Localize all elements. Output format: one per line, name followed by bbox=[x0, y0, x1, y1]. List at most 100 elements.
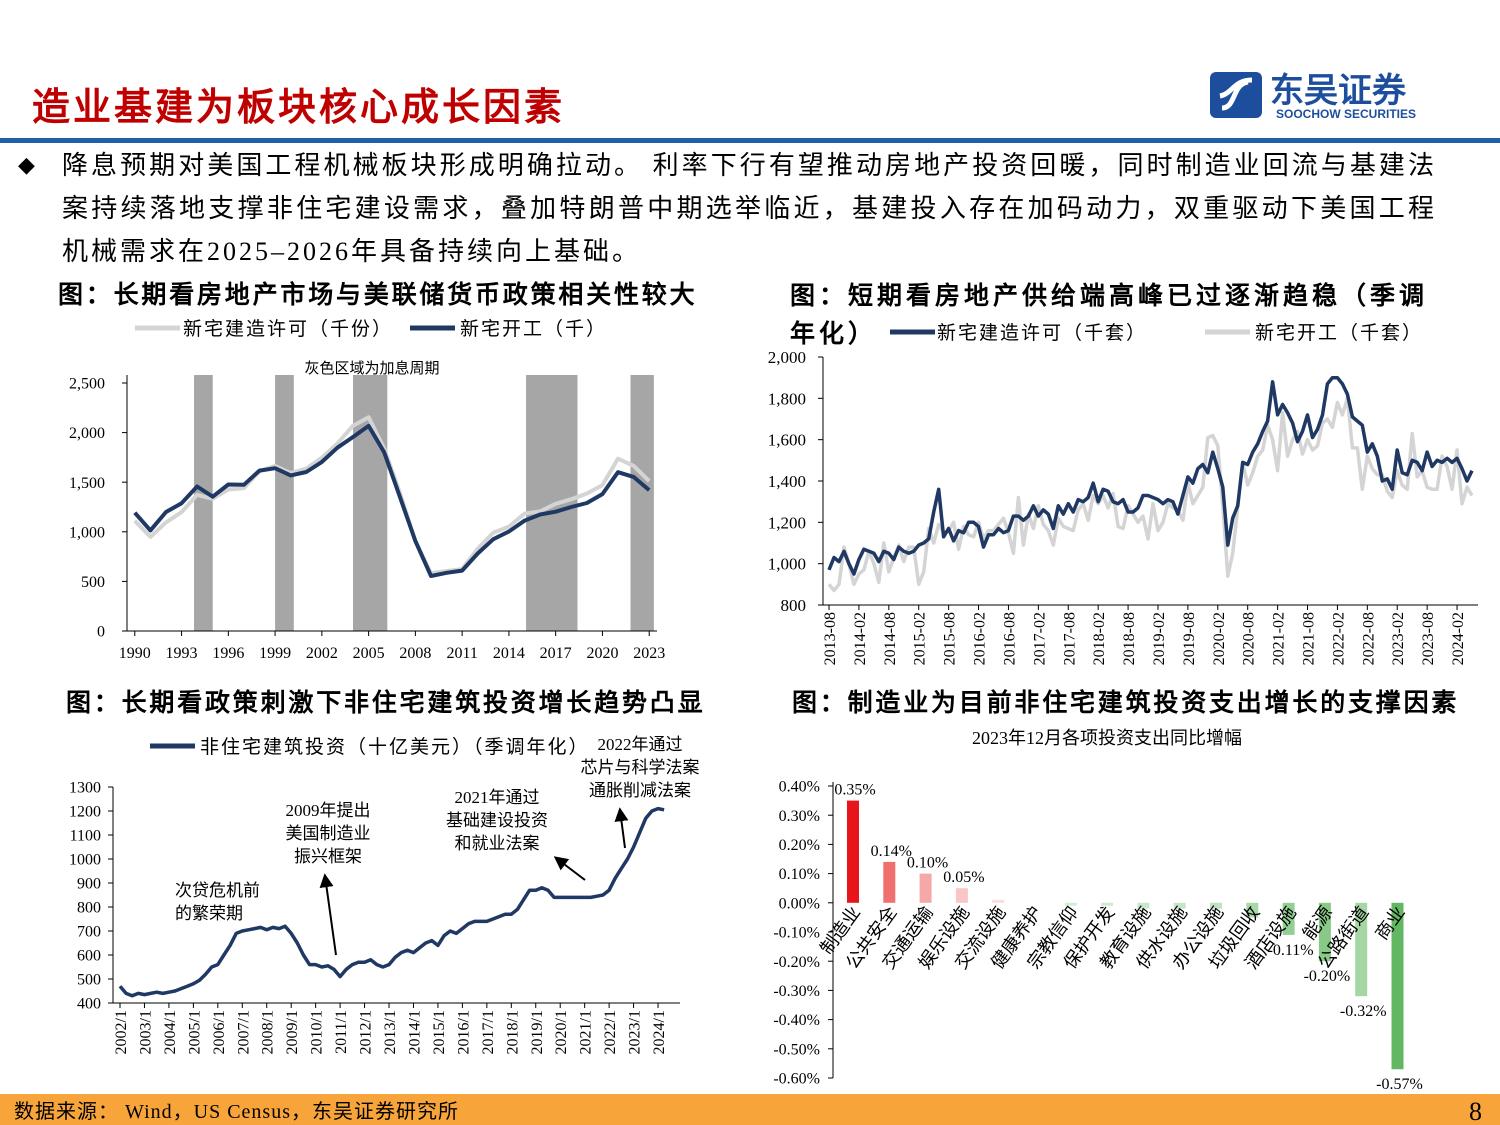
x-tick-label: 2013-08 bbox=[822, 612, 839, 665]
footer-bar bbox=[0, 1094, 1500, 1125]
chart-title: 图：制造业为目前非住宅建筑投资支出增长的支撑因素 bbox=[792, 688, 1459, 717]
annotation: 次贷危机前 bbox=[175, 881, 260, 900]
page-number: 8 bbox=[1469, 1097, 1482, 1125]
series-line bbox=[827, 375, 1474, 576]
annotation: 2021年通过 bbox=[455, 788, 540, 807]
bar bbox=[1318, 902, 1331, 962]
y-tick-label: 0.30% bbox=[779, 808, 820, 825]
bar bbox=[1210, 902, 1222, 909]
x-tick-label: 2015/1 bbox=[431, 1010, 448, 1054]
x-tick-label: 2023 bbox=[633, 645, 665, 662]
y-tick-label: 400 bbox=[77, 996, 101, 1013]
x-tick-label: 2006/1 bbox=[211, 1010, 228, 1054]
x-tick-label: 2016-08 bbox=[1001, 612, 1018, 665]
series-line bbox=[118, 806, 665, 998]
header-rule bbox=[0, 138, 1500, 143]
x-tick-label: 2019-02 bbox=[1151, 612, 1168, 665]
slide-title: 造业基建为板块核心成长因素 bbox=[32, 87, 565, 129]
annotation-arrow bbox=[319, 873, 337, 956]
x-tick-label: 2018-02 bbox=[1091, 612, 1108, 665]
x-tick-label: 2005 bbox=[353, 645, 385, 662]
x-tick-label: 2020-08 bbox=[1241, 612, 1258, 665]
bar bbox=[1246, 902, 1259, 918]
x-tick-label: 2008/1 bbox=[260, 1010, 277, 1054]
annotation: 的繁荣期 bbox=[175, 904, 243, 923]
value-label: -0.20% bbox=[1304, 968, 1351, 985]
y-tick-label: -0.60% bbox=[773, 1071, 820, 1088]
x-tick-label: 2017-08 bbox=[1061, 612, 1078, 665]
value-label: -0.57% bbox=[1376, 1076, 1423, 1093]
y-tick-label: 1000 bbox=[69, 852, 101, 869]
x-tick-label: 2019-08 bbox=[1181, 612, 1198, 665]
x-tick-label: 2015-08 bbox=[942, 612, 959, 665]
x-tick-label: 1999 bbox=[259, 645, 291, 662]
annotation: 振兴框架 bbox=[294, 847, 362, 866]
bar bbox=[992, 899, 1005, 903]
y-tick-label: -0.40% bbox=[773, 1012, 820, 1029]
legend-label: 新宅开工（千） bbox=[460, 318, 607, 340]
bar bbox=[1355, 902, 1368, 997]
x-tick-label: 2014 bbox=[493, 645, 525, 662]
shaded-period bbox=[353, 375, 388, 631]
value-label: -0.32% bbox=[1340, 1003, 1387, 1020]
x-tick-label: 2002 bbox=[306, 645, 338, 662]
x-tick-label: 1996 bbox=[212, 645, 244, 662]
logo-en: SOOCHOW SECURITIES bbox=[1276, 107, 1416, 121]
x-tick-label: 2021/1 bbox=[578, 1010, 595, 1054]
x-tick-label: 2021-08 bbox=[1301, 612, 1318, 665]
y-tick-label: 2,500 bbox=[69, 376, 105, 393]
x-tick-label: 2010/1 bbox=[309, 1010, 326, 1054]
x-tick-label: 2020/1 bbox=[553, 1010, 570, 1054]
bar bbox=[1137, 902, 1150, 909]
y-tick-label: 1,200 bbox=[768, 513, 806, 532]
y-tick-label: 1,800 bbox=[768, 389, 806, 408]
value-label: 0.10% bbox=[907, 855, 948, 872]
annotation: 灰色区域为加息周期 bbox=[304, 360, 439, 377]
shaded-period bbox=[194, 375, 213, 631]
y-tick-label: 0 bbox=[97, 624, 105, 641]
annotation: 基础建设投资 bbox=[446, 811, 548, 830]
x-tick-label: 2002/1 bbox=[113, 1010, 130, 1054]
x-tick-label: 2007/1 bbox=[235, 1010, 252, 1054]
x-tick-label: 2023/1 bbox=[627, 1010, 644, 1054]
x-tick-label: 2018/1 bbox=[504, 1010, 521, 1054]
annotation: 美国制造业 bbox=[286, 824, 371, 843]
bullet-text: 降息预期对美国工程机械板块形成明确拉动。 利率下行有望推动房地产投资回暖，同时制… bbox=[62, 151, 1437, 266]
x-tick-label: 2015-02 bbox=[912, 612, 929, 665]
bar bbox=[847, 800, 859, 903]
legend-label: 非住宅建筑投资（十亿美元）（季调年化） bbox=[200, 736, 590, 758]
y-tick-label: 1300 bbox=[69, 780, 101, 797]
legend-label: 新宅开工（千套） bbox=[1255, 322, 1423, 344]
y-tick-label: 2,000 bbox=[768, 348, 806, 367]
x-tick-label: 2020 bbox=[586, 645, 618, 662]
x-tick-label: 2014-02 bbox=[852, 612, 869, 665]
x-tick-label: 2016/1 bbox=[455, 1010, 472, 1054]
y-tick-label: 0.40% bbox=[779, 779, 820, 796]
logo-name: 东吴证券 bbox=[1270, 71, 1407, 111]
x-tick-label: 2019/1 bbox=[529, 1010, 546, 1054]
x-tick-label: 2011 bbox=[446, 645, 477, 662]
y-tick-label: 1,500 bbox=[69, 475, 105, 492]
x-tick-label: 2017/1 bbox=[480, 1010, 497, 1054]
x-tick-label: 2018-08 bbox=[1121, 612, 1138, 665]
x-tick-label: 2011/1 bbox=[333, 1010, 350, 1054]
x-tick-label: 2024-02 bbox=[1450, 612, 1467, 665]
bar bbox=[1101, 902, 1114, 906]
value-label: 0.05% bbox=[943, 869, 984, 886]
x-tick-label: 2005/1 bbox=[186, 1010, 203, 1054]
bar bbox=[919, 873, 932, 903]
shaded-period bbox=[275, 375, 294, 631]
bar bbox=[883, 861, 896, 903]
chart-title: 图：长期看房地产市场与美联储货币政策相关性较大 bbox=[58, 280, 697, 309]
x-tick-label: 2023-08 bbox=[1420, 612, 1437, 665]
y-tick-label: 700 bbox=[77, 924, 101, 941]
x-tick-label: 2017 bbox=[540, 645, 572, 662]
bullet-mark: ◆ bbox=[18, 152, 35, 177]
annotation: 芯片与科学法案 bbox=[581, 758, 700, 777]
legend-label: 新宅建造许可（千份） bbox=[183, 318, 393, 340]
legend-label: 新宅建造许可（千套） bbox=[937, 322, 1147, 344]
y-tick-label: 0.00% bbox=[779, 895, 820, 912]
x-tick-label: 2004/1 bbox=[162, 1010, 179, 1054]
bar bbox=[1173, 902, 1186, 909]
